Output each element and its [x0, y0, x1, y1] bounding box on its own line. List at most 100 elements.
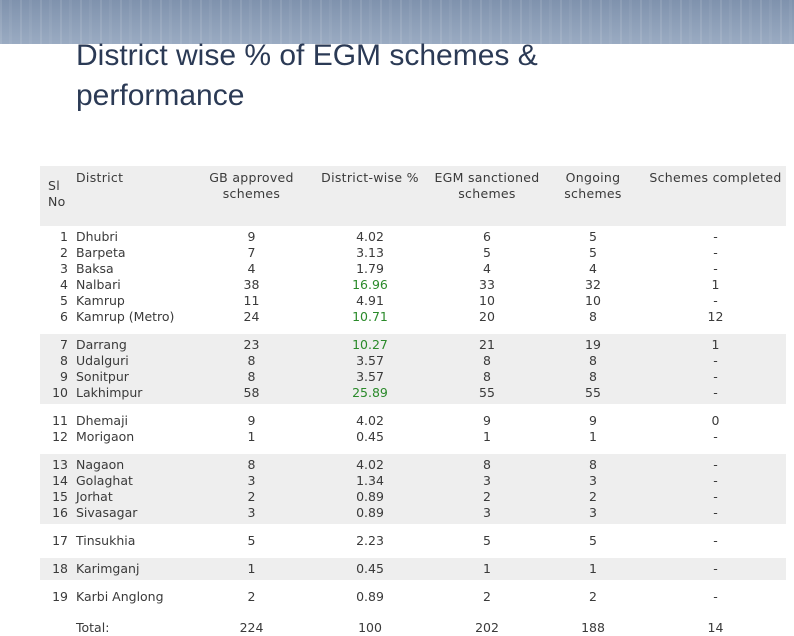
- cell-egm-sanctioned-value: 33: [479, 277, 495, 292]
- table-header: Sl No District GB approved schemes Distr…: [40, 166, 786, 226]
- cell-sl-no-value: 19: [52, 589, 68, 604]
- cell-ongoing-value: 1: [589, 429, 597, 444]
- cell-gb-approved: 2: [196, 586, 307, 608]
- cell-district-value: Karimganj: [76, 561, 140, 576]
- cell-district-pct-value: 0.45: [356, 429, 384, 444]
- table-row-group: 1 2 3 4 5 6 Dhubri Barpeta Baksa Nalbari Kamrup Kam…: [40, 226, 786, 328]
- cell-completed-value: -: [713, 457, 718, 472]
- cell-district-value: Darrang: [76, 337, 127, 352]
- cell-sl-no-value: 4: [60, 277, 68, 292]
- cell-district-pct: 0.89: [307, 586, 433, 608]
- cell-ongoing-value: 8: [589, 457, 597, 472]
- table-row-group: 13 14 15 16 Nagaon Golaghat Jorhat Sivasagar 8 3 2…: [40, 454, 786, 524]
- cell-district-value: Dhemaji: [76, 413, 129, 428]
- cell-district-pct-value: 3.57: [356, 369, 384, 384]
- cell-sl-no-value: 9: [60, 369, 68, 384]
- cell-completed: -: [645, 586, 786, 608]
- slide-title-line-2: performance: [76, 79, 245, 112]
- cell-ongoing: 1: [541, 558, 645, 580]
- cell-completed: ----: [645, 454, 786, 524]
- cell-district-value: Karbi Anglong: [76, 589, 164, 604]
- cell-egm-sanctioned-value: 5: [483, 245, 491, 260]
- cell-egm-sanctioned-value: 21: [479, 337, 495, 352]
- cell-completed-value: -: [713, 353, 718, 368]
- cell-completed-value: 12: [707, 309, 724, 324]
- cell-district-value: Udalguri: [76, 353, 129, 368]
- cell-egm-sanctioned-value: 1: [483, 429, 491, 444]
- cell-egm-sanctioned-value: 8: [483, 353, 491, 368]
- cell-sl-no-value: 10: [52, 385, 68, 400]
- cell-completed-value: -: [713, 533, 718, 548]
- cell-gb-approved-value: 3: [247, 505, 256, 520]
- cell-egm-sanctioned: 2: [433, 586, 541, 608]
- cell-district: Karimganj: [76, 558, 196, 580]
- table-body: 1 2 3 4 5 6 Dhubri Barpeta Baksa Nalbari Kamrup Kam…: [40, 226, 786, 636]
- cell-district-pct-value: 25.89: [352, 385, 388, 400]
- cell-completed-value: 1: [711, 277, 720, 292]
- cell-ongoing-value: 8: [589, 309, 597, 324]
- cell-completed-value: 1: [711, 337, 720, 352]
- cell-egm-sanctioned: 21 8 8 55: [433, 334, 541, 404]
- cell-district-value: Golaghat: [76, 473, 133, 488]
- cell-egm-sanctioned-value: 55: [479, 385, 495, 400]
- cell-district-value: Sivasagar: [76, 505, 138, 520]
- cell-district-pct-value: 4.91: [356, 293, 384, 308]
- table-row-group: 7 8 9 10 Darrang Udalguri Sonitpur Lakhimpur 23 8…: [40, 334, 786, 404]
- cell-district-pct-value: 1.34: [356, 473, 384, 488]
- cell-ongoing: 19 8 8 55: [541, 334, 645, 404]
- cell-gb-approved: 23 8 8 58: [196, 334, 307, 404]
- cell-completed-value: -: [713, 561, 718, 576]
- cell-district: Dhemaji Morigaon: [76, 410, 196, 448]
- cell-gb-approved-value: 9: [247, 229, 256, 244]
- district-schemes-table: Sl No District GB approved schemes Distr…: [40, 166, 786, 636]
- cell-completed-value: -: [713, 473, 718, 488]
- table-row-group: 19 Karbi Anglong 2 0.89 2 2 -: [40, 586, 786, 608]
- cell-ongoing-value: 5: [589, 229, 597, 244]
- cell-completed-value: -: [713, 293, 718, 308]
- cell-sl-no: 18: [40, 558, 76, 580]
- cell-gb-approved: 1: [196, 558, 307, 580]
- cell-ongoing-value: 2: [589, 489, 597, 504]
- cell-sl-no-value: 17: [52, 533, 68, 548]
- cell-district-value: Morigaon: [76, 429, 135, 444]
- cell-ongoing: 2: [541, 586, 645, 608]
- cell-ongoing-value: 10: [585, 293, 601, 308]
- cell-district-pct-value: 0.89: [356, 589, 384, 604]
- cell-district-pct: 0.45: [307, 558, 433, 580]
- cell-sl-no: 19: [40, 586, 76, 608]
- cell-district-value: Jorhat: [76, 489, 113, 504]
- cell-district-value: Kamrup: [76, 293, 125, 308]
- total-spacer: [40, 614, 76, 636]
- cell-district-value: Nagaon: [76, 457, 125, 472]
- cell-district-pct: 4.02 1.34 0.89 0.89: [307, 454, 433, 524]
- cell-district-pct-value: 4.02: [356, 457, 384, 472]
- cell-completed: - - -1-12: [645, 226, 786, 328]
- cell-egm-sanctioned-value: 3: [483, 505, 491, 520]
- cell-ongoing-value: 3: [589, 473, 597, 488]
- cell-completed-value: -: [713, 505, 718, 520]
- cell-completed-value: -: [713, 489, 718, 504]
- cell-district-pct: 10.27 3.57 3.57 25.89: [307, 334, 433, 404]
- header-ongoing: Ongoing schemes: [541, 166, 645, 226]
- cell-district-pct-value: 3.13: [356, 245, 384, 260]
- cell-ongoing-value: 8: [589, 353, 597, 368]
- cell-district: Darrang Udalguri Sonitpur Lakhimpur: [76, 334, 196, 404]
- cell-completed-value: -: [713, 245, 718, 260]
- cell-egm-sanctioned-value: 9: [483, 413, 491, 428]
- cell-gb-approved-value: 3: [247, 473, 256, 488]
- cell-egm-sanctioned: 5: [433, 530, 541, 552]
- cell-sl-no: 13 14 15 16: [40, 454, 76, 524]
- cell-ongoing-value: 1: [589, 561, 597, 576]
- cell-district-pct: 4.02 0.45: [307, 410, 433, 448]
- cell-gb-approved-value: 24: [243, 309, 260, 324]
- cell-ongoing-value: 32: [585, 277, 601, 292]
- table-row-group: 17 Tinsukhia 5 2.23 5 5 -: [40, 530, 786, 552]
- cell-sl-no-value: 13: [52, 457, 68, 472]
- cell-gb-approved-value: 8: [247, 353, 256, 368]
- cell-egm-sanctioned-value: 6: [483, 229, 491, 244]
